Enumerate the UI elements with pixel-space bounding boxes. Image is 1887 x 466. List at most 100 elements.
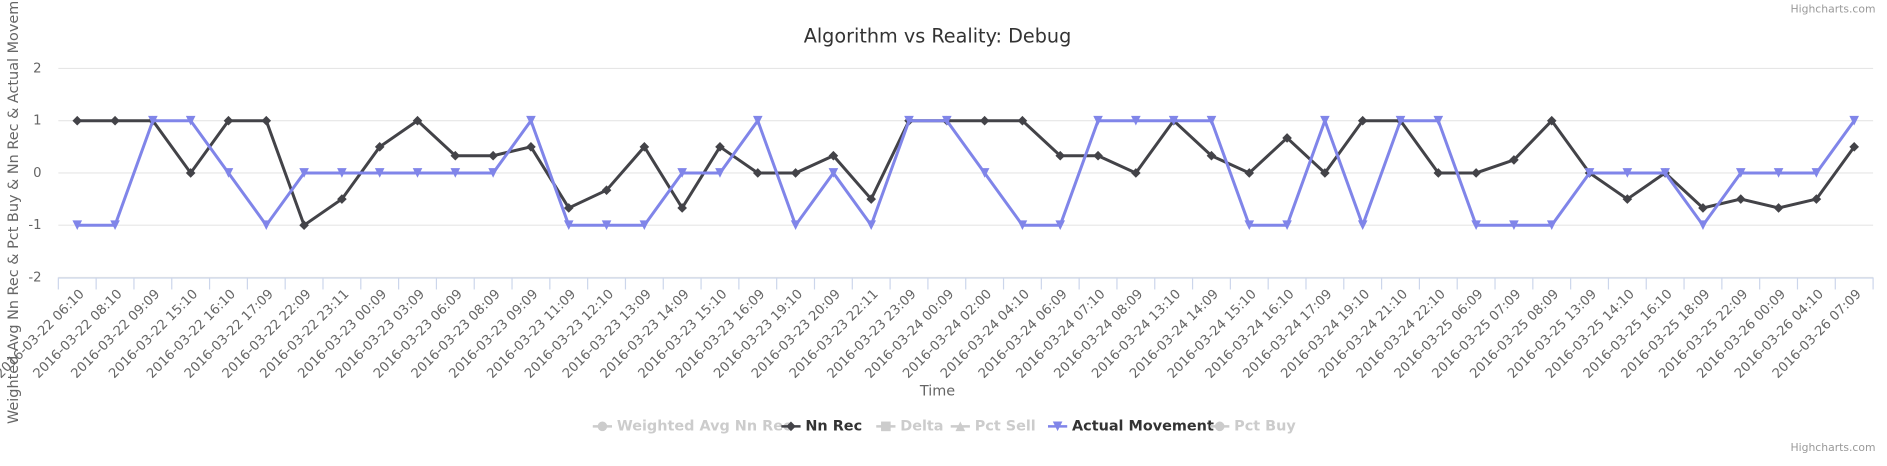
marker [1093, 150, 1103, 161]
marker [1735, 168, 1746, 178]
marker [261, 115, 272, 126]
y-tick-label: 2 [33, 61, 41, 76]
credits[interactable]: Highcharts.com [1791, 3, 1876, 16]
marker [677, 203, 687, 213]
marker [412, 115, 423, 126]
marker [223, 168, 234, 178]
marker [1698, 203, 1708, 213]
marker [412, 168, 423, 178]
marker [1509, 220, 1519, 230]
marker [72, 115, 83, 126]
marker [261, 220, 272, 230]
marker [1052, 421, 1063, 432]
legend-label[interactable]: Actual Movement [1072, 418, 1214, 434]
y-tick-label: -2 [28, 270, 41, 285]
marker [601, 185, 612, 195]
marker [299, 220, 309, 230]
marker [1546, 220, 1557, 230]
marker [1282, 220, 1292, 230]
x-axis-title: Time [919, 384, 955, 400]
marker [1773, 168, 1784, 178]
marker [1131, 115, 1141, 126]
marker [1017, 115, 1028, 126]
marker [450, 168, 461, 178]
marker [223, 115, 234, 126]
marker [1584, 168, 1595, 178]
marker [337, 194, 347, 204]
marker [1395, 115, 1406, 126]
marker [1660, 168, 1670, 178]
marker [1244, 220, 1255, 230]
legend-label[interactable]: Pct Buy [1234, 418, 1296, 434]
marker [881, 421, 891, 432]
marker [1206, 115, 1217, 126]
marker [185, 115, 196, 126]
marker [1698, 220, 1708, 230]
marker [866, 220, 877, 230]
marker [904, 115, 914, 126]
marker [1735, 194, 1746, 204]
marker [337, 168, 347, 178]
marker [1357, 115, 1368, 126]
marker [1773, 203, 1784, 213]
marker [715, 168, 725, 178]
marker [979, 115, 990, 126]
marker [1055, 150, 1066, 161]
marker [942, 115, 952, 126]
y-tick-label: 0 [33, 166, 41, 181]
marker [299, 168, 309, 178]
y-tick-label: -1 [28, 218, 41, 233]
chart-title: Algorithm vs Reality: Debug [804, 25, 1072, 48]
credits[interactable]: Highcharts.com [1791, 441, 1876, 454]
marker [1214, 421, 1225, 432]
marker [639, 220, 650, 230]
marker [790, 220, 801, 230]
marker [72, 220, 83, 230]
marker [110, 220, 120, 230]
marker [526, 142, 536, 152]
marker [1849, 115, 1859, 126]
legend-label[interactable]: Pct Sell [975, 418, 1036, 434]
series-line [77, 116, 1856, 230]
marker [488, 168, 498, 178]
marker [488, 150, 498, 161]
legend-label[interactable]: Nn Rec [805, 418, 862, 434]
marker [1849, 142, 1859, 152]
marker [374, 142, 385, 152]
marker [828, 150, 839, 161]
marker [148, 115, 158, 126]
marker [563, 220, 574, 230]
marker [597, 421, 608, 432]
marker [1055, 220, 1066, 230]
marker [1546, 115, 1557, 126]
legend-label[interactable]: Weighted Avg Nn Rec [617, 418, 792, 434]
marker [677, 168, 687, 178]
marker [1320, 115, 1330, 126]
marker [790, 168, 801, 178]
marker [1168, 115, 1179, 126]
marker [450, 150, 461, 161]
marker [715, 142, 725, 152]
y-axis-title: Weighted Avg Nn Rec & Pct Buy & Nn Rec &… [6, 0, 22, 424]
marker [866, 194, 877, 204]
marker [526, 115, 536, 126]
marker [828, 168, 839, 178]
marker [1206, 150, 1217, 161]
marker [752, 115, 763, 126]
marker [563, 203, 574, 213]
marker [601, 220, 612, 230]
marker [1471, 220, 1481, 230]
marker [955, 421, 966, 432]
marker [1357, 220, 1368, 230]
marker [786, 421, 796, 432]
marker [1282, 133, 1292, 143]
marker [1093, 115, 1103, 126]
marker [979, 168, 990, 178]
marker [1622, 194, 1633, 204]
marker [110, 115, 120, 126]
legend-label[interactable]: Delta [900, 418, 943, 434]
marker [1811, 168, 1822, 178]
marker [1811, 194, 1822, 204]
series-line [77, 118, 1856, 228]
